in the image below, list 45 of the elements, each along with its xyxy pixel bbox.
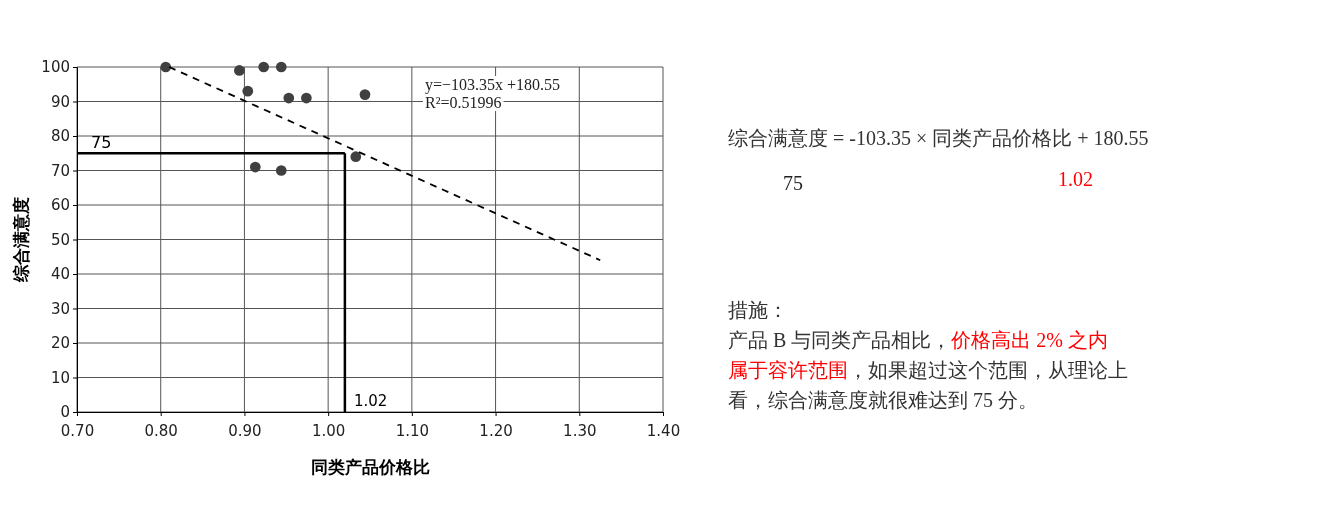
ref-line-label: 1.02 <box>353 392 388 410</box>
text: 75 <box>783 172 803 194</box>
point <box>234 65 245 76</box>
x-tick-label: 1.10 <box>395 421 430 440</box>
x-tick-label: 1.20 <box>479 421 513 440</box>
x-tick-label: 0.70 <box>60 421 95 440</box>
y-tick-label: 90 <box>50 92 70 111</box>
point <box>301 92 312 104</box>
text: 措施： <box>728 299 788 321</box>
y-tick-label: 20 <box>50 334 70 353</box>
point <box>275 61 287 73</box>
point <box>258 61 270 73</box>
ref-line-label: 75 <box>91 133 112 153</box>
point <box>350 151 362 163</box>
text: 综合满意度 = -103.35 × 同类产品价格比 + 180.55 <box>728 127 1149 149</box>
text: 产品 B 与同类产品相比， <box>728 329 952 351</box>
text: 价格高出 2% 之内 <box>950 329 1109 351</box>
point <box>242 85 254 97</box>
y-tick-label: 100 <box>41 58 70 77</box>
y-tick-label: 30 <box>50 299 70 318</box>
y-tick-label: 10 <box>50 368 70 387</box>
x-tick-label: 0.80 <box>144 421 178 440</box>
y-tick-label: 40 <box>50 265 70 284</box>
point <box>160 61 172 73</box>
y-tick-label: 70 <box>50 161 70 180</box>
text: ，如果超过这个范围，从理论上 <box>848 359 1128 381</box>
text: 1.02 <box>1058 168 1093 190</box>
point <box>359 89 371 100</box>
x-tick-label: 0.90 <box>228 421 262 440</box>
annotation: y=−103.35x +180.55 <box>425 76 561 94</box>
text: 属于容许范围 <box>728 359 848 381</box>
y-axis-title: 综合满意度 <box>11 197 31 283</box>
point <box>275 165 287 176</box>
point <box>249 161 261 173</box>
x-axis-title: 同类产品价格比 <box>310 457 430 477</box>
x-tick-label: 1.40 <box>646 421 681 440</box>
point <box>283 92 295 104</box>
text: 看，综合满意度就很难达到 75 分。 <box>728 389 1038 411</box>
y-tick-label: 80 <box>50 127 70 146</box>
annotation: R²=0.51996 <box>425 94 502 111</box>
x-tick-label: 1.30 <box>563 421 597 440</box>
y-tick-label: 0 <box>60 403 70 422</box>
y-tick-label: 50 <box>50 230 70 249</box>
x-tick-label: 1.00 <box>311 421 346 440</box>
y-tick-label: 60 <box>50 196 70 215</box>
